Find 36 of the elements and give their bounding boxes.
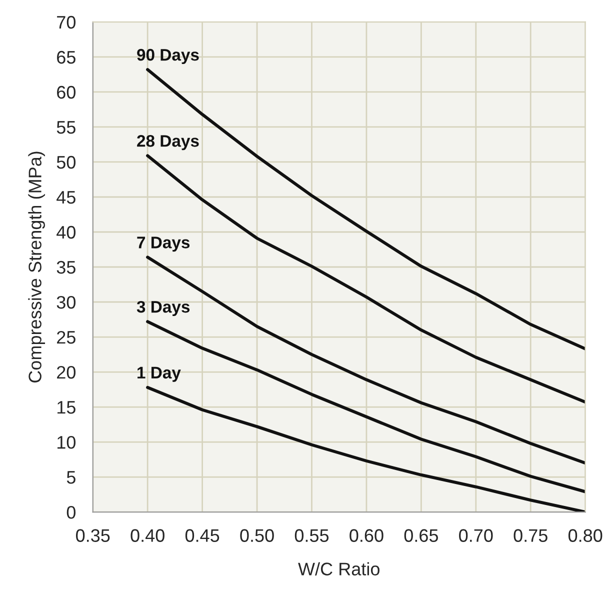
y-tick-label: 50 — [56, 156, 76, 169]
y-tick-label: 15 — [58, 401, 76, 414]
x-tick-label: 0.80 — [568, 529, 602, 542]
y-tick-label: 0 — [66, 506, 76, 519]
x-tick-label: 0.70 — [459, 529, 493, 542]
x-tick-label: 0.60 — [350, 529, 384, 542]
y-tick-label: 10 — [58, 436, 76, 449]
y-tick-label: 45 — [56, 191, 76, 204]
x-tick-label: 0.75 — [514, 529, 548, 542]
series-label: 28 Days — [137, 135, 199, 150]
series-label: 7 Days — [137, 236, 190, 252]
y-tick-label: 35 — [56, 260, 76, 274]
line-series — [146, 320, 586, 494]
y-tick-label: 70 — [57, 16, 76, 29]
y-tick-label: 40 — [56, 226, 76, 239]
series-label: 3 Days — [136, 300, 190, 316]
y-tick-label: 65 — [57, 50, 76, 64]
x-tick-label: 0.65 — [404, 529, 438, 542]
x-tick-label: 0.35 — [76, 529, 110, 542]
y-axis-title: Compressive Strength (MPa) — [28, 152, 46, 382]
x-axis-title: W/C Ratio — [298, 562, 380, 576]
y-tick-label: 55 — [56, 121, 76, 134]
y-tick-label: 60 — [57, 86, 76, 99]
line-series — [146, 154, 586, 404]
y-tick-label: 30 — [56, 296, 76, 309]
series-label: 90 Days — [137, 48, 199, 64]
line-series — [146, 256, 586, 465]
y-tick-label: 25 — [57, 330, 76, 344]
y-tick-label: 20 — [57, 366, 76, 379]
x-tick-label: 0.55 — [294, 529, 329, 542]
series-label: 1 Day — [138, 366, 181, 382]
x-tick-label: 0.40 — [130, 529, 164, 542]
x-tick-label: 0.45 — [185, 529, 220, 542]
line-series — [146, 386, 586, 512]
y-tick-label: 5 — [66, 471, 76, 484]
x-tick-label: 0.50 — [240, 529, 274, 542]
